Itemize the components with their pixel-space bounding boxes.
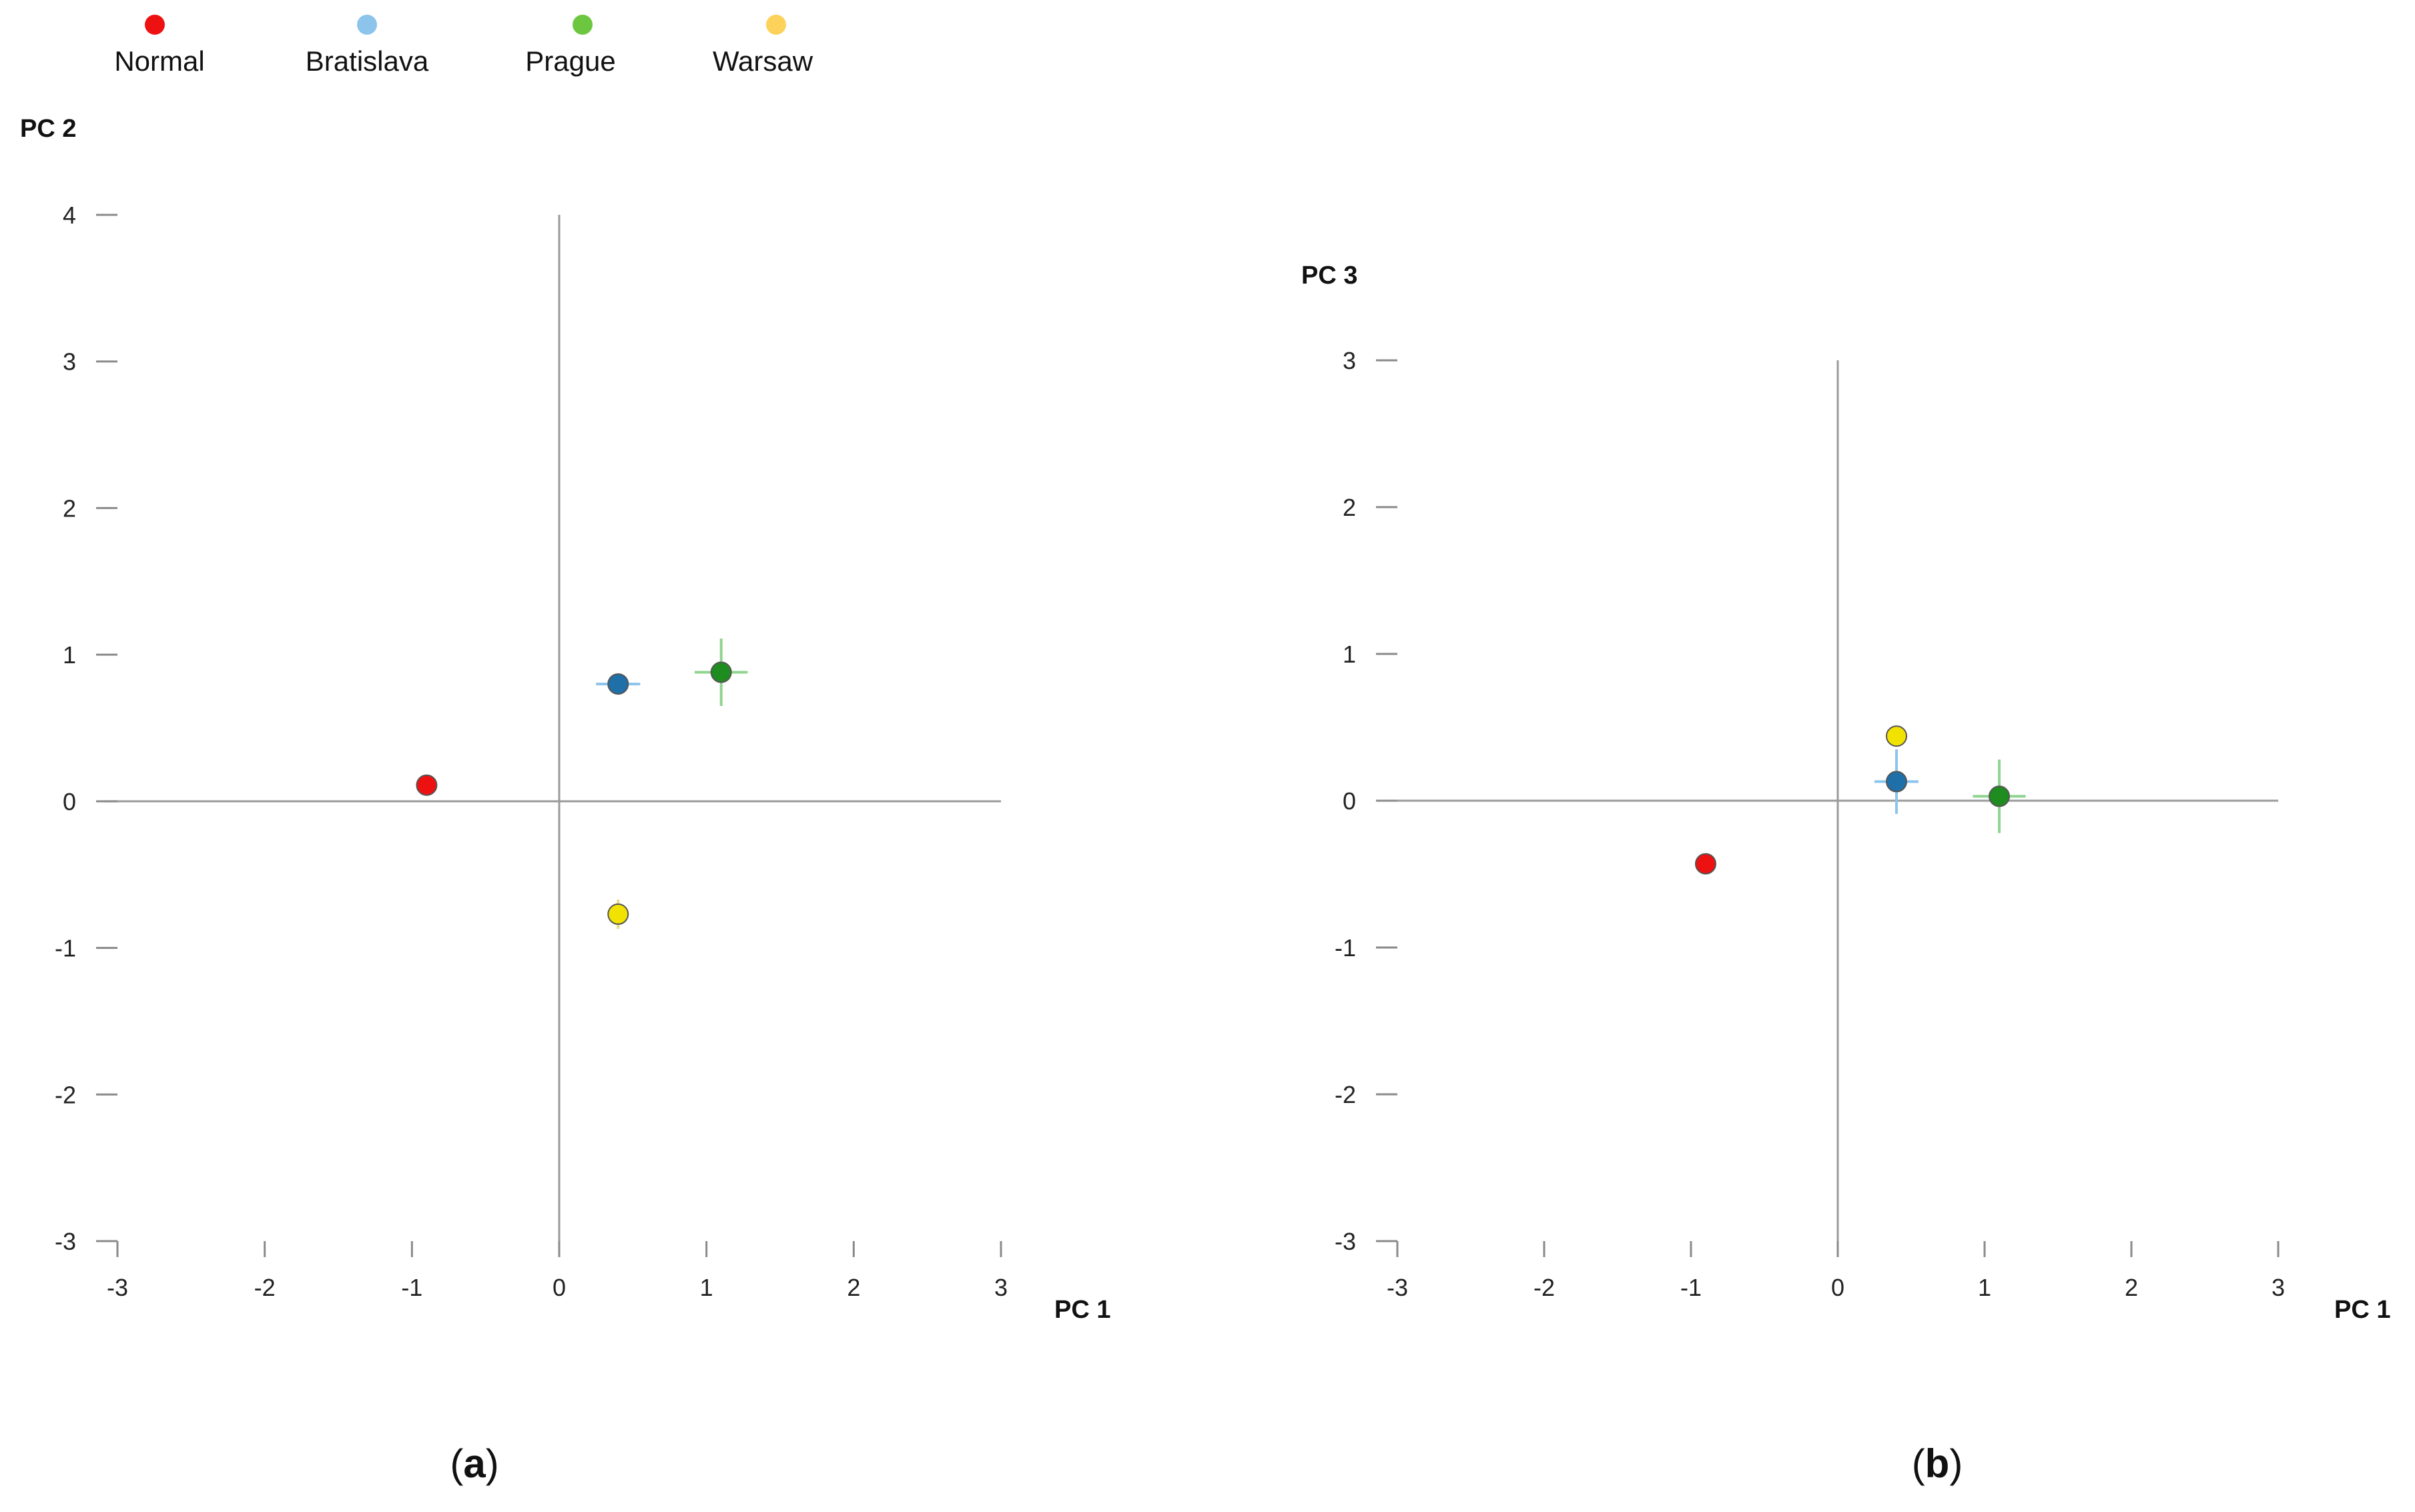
- legend-label-bratislava: Bratislava: [306, 45, 429, 77]
- y-tick-label: 0: [1343, 787, 1356, 815]
- x-tick-label: 2: [2125, 1274, 2138, 1301]
- y-tick-label: 4: [63, 202, 76, 229]
- y-tick-label: -1: [1335, 934, 1356, 962]
- x-axis-title: PC 1: [2334, 1296, 2390, 1324]
- point-prague: [710, 661, 732, 683]
- y-tick-label: -3: [1335, 1228, 1356, 1255]
- svg-text:(a): (a): [450, 1441, 498, 1486]
- y-tick-label: 0: [63, 788, 76, 815]
- panel-b-chart: -3 -2 -1 0 1 2 3 -3 -2 -1 0 1 2 3 PC 3 PC 1: [1301, 262, 2390, 1324]
- x-tick-label: -3: [107, 1274, 128, 1301]
- y-tick-label: 3: [1343, 347, 1356, 374]
- panel-a-chart: -3 -2 -1 0 1 2 3 -3 -2 -1 0 1 2 3 4 PC 2 PC 1: [20, 115, 1110, 1324]
- point-normal: [416, 774, 438, 796]
- point-warsaw: [1886, 725, 1907, 747]
- x-tick-label: -1: [1680, 1274, 1702, 1301]
- caption-b: (b): [1912, 1441, 1963, 1486]
- y-tick-label: 2: [63, 494, 76, 522]
- y-tick-label: -3: [55, 1228, 76, 1255]
- x-tick-label: -1: [401, 1274, 422, 1301]
- y-tick-label: -2: [1335, 1081, 1356, 1108]
- x-tick-label: -2: [254, 1274, 276, 1301]
- caption-b-letter: b: [1925, 1441, 1950, 1486]
- x-axis-title: PC 1: [1054, 1296, 1110, 1324]
- x-tick-label: 1: [700, 1274, 713, 1301]
- legend-label-normal: Normal: [114, 45, 204, 77]
- y-axis-title: PC 3: [1301, 262, 1357, 290]
- legend-label-warsaw: Warsaw: [713, 45, 813, 77]
- x-tick-label: -2: [1533, 1274, 1555, 1301]
- caption-a-letter: a: [463, 1441, 486, 1486]
- svg-text:(b): (b): [1912, 1441, 1963, 1486]
- x-tick-label: -3: [1387, 1274, 1408, 1301]
- legend-marker-bratislava: [357, 15, 377, 35]
- point-prague: [1989, 785, 2010, 807]
- x-tick-label: 0: [553, 1274, 566, 1301]
- y-tick-label: -2: [55, 1081, 76, 1108]
- y-tick-label: 2: [1343, 494, 1356, 521]
- x-tick-label: 2: [847, 1274, 860, 1301]
- y-tick-label: 1: [1343, 641, 1356, 668]
- x-tick-label: 0: [1831, 1274, 1844, 1301]
- x-tick-label: 1: [1978, 1274, 1991, 1301]
- legend-marker-normal: [145, 15, 165, 35]
- point-bratislava: [1886, 771, 1907, 793]
- y-tick-label: 1: [63, 641, 76, 669]
- legend-marker-prague: [573, 15, 593, 35]
- point-bratislava: [607, 673, 629, 695]
- caption-a: (a): [450, 1441, 498, 1486]
- y-tick-label: 3: [63, 348, 76, 376]
- x-tick-label: 3: [2272, 1274, 2285, 1301]
- legend-label-prague: Prague: [525, 45, 615, 77]
- y-axis-title: PC 2: [20, 115, 76, 143]
- legend: Normal Bratislava Prague Warsaw: [114, 15, 813, 77]
- legend-marker-warsaw: [766, 15, 786, 35]
- point-normal: [1695, 853, 1716, 875]
- x-tick-label: 3: [994, 1274, 1008, 1301]
- y-tick-label: -1: [55, 935, 76, 962]
- point-warsaw: [607, 903, 629, 925]
